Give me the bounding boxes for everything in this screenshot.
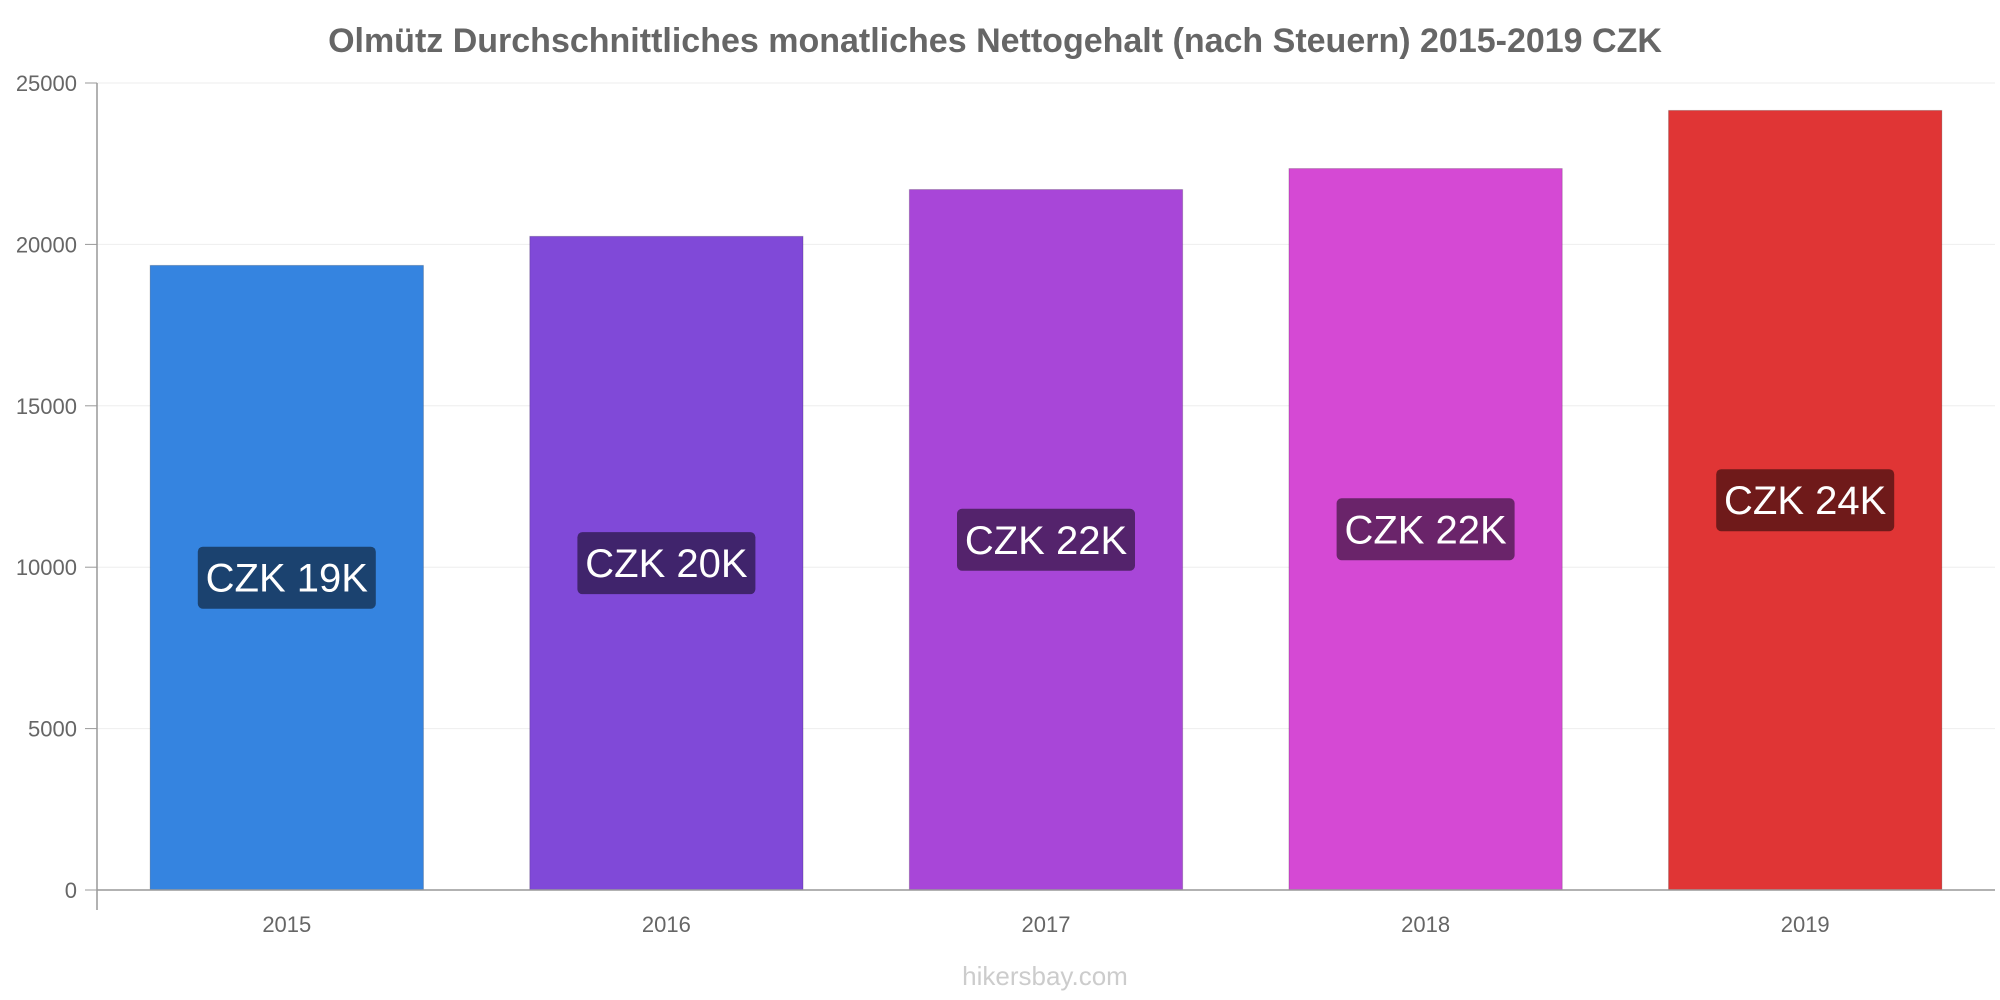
- data-labels: CZK 19K CZK 20K CZK 22K CZK 22K CZK 24K: [197, 469, 1895, 609]
- data-label-bg: [1716, 469, 1895, 532]
- y-tick-label: 20000: [16, 232, 77, 257]
- y-axis-ticks: 0 5000 10000 15000 20000 25000: [16, 71, 97, 903]
- y-tick-label: 15000: [16, 394, 77, 419]
- x-tick-label: 2015: [262, 912, 311, 937]
- x-tick-label: 2017: [1022, 912, 1071, 937]
- axes: [96, 83, 1995, 910]
- data-label-bg: [957, 508, 1135, 571]
- data-label-bg: [1336, 498, 1515, 561]
- x-tick-label: 2018: [1401, 912, 1450, 937]
- y-tick-label: 5000: [28, 717, 77, 742]
- data-label: CZK 22K: [965, 519, 1128, 563]
- y-tick-label: 25000: [16, 71, 77, 96]
- chart-title: Olmütz Durchschnittliches monatliches Ne…: [328, 22, 1662, 60]
- y-tick-label: 0: [65, 878, 77, 903]
- data-label: CZK 22K: [1344, 508, 1507, 552]
- x-axis-ticks: 2015 2016 2017 2018 2019: [262, 912, 1829, 937]
- bars: [149, 109, 1943, 891]
- data-label: CZK 20K: [585, 542, 748, 586]
- data-label: CZK 24K: [1724, 479, 1887, 523]
- watermark: hikersbay.com: [962, 961, 1128, 991]
- y-tick-label: 10000: [16, 555, 77, 580]
- x-tick-label: 2019: [1781, 912, 1830, 937]
- data-label-bg: [197, 546, 376, 609]
- data-label-bg: [577, 532, 756, 595]
- x-tick-label: 2016: [642, 912, 691, 937]
- data-label: CZK 19K: [206, 557, 369, 601]
